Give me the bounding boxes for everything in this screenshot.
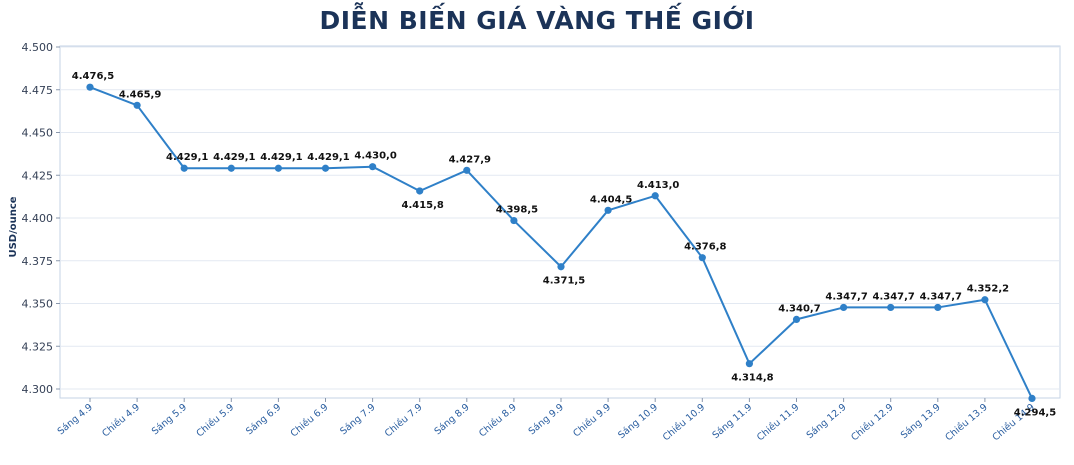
data-label: 4.465,9	[119, 89, 161, 100]
y-tick-label: 4.425	[22, 169, 54, 182]
data-point	[463, 166, 471, 174]
data-label: 4.429,1	[260, 152, 302, 163]
y-tick-label: 4.375	[22, 255, 54, 268]
data-point	[604, 206, 612, 214]
data-point	[86, 83, 94, 91]
x-tick-label: Chiều 6.9	[289, 402, 331, 440]
data-label: 4.347,7	[920, 291, 962, 302]
y-tick-label: 4.475	[22, 84, 54, 97]
data-label: 4.294,5	[1014, 407, 1056, 418]
data-label: 4.314,8	[731, 373, 773, 384]
data-label: 4.429,1	[213, 152, 255, 163]
data-point	[369, 163, 377, 171]
data-label: 4.427,9	[449, 154, 491, 165]
x-tick-label: Chiều 11.9	[755, 402, 801, 443]
x-tick-label: Chiều 10.9	[661, 402, 707, 443]
data-point	[416, 187, 424, 195]
data-point	[981, 296, 989, 304]
data-point	[698, 254, 706, 262]
x-tick-label: Sáng 6.9	[244, 402, 283, 437]
x-tick-label: Chiều 12.9	[849, 402, 895, 443]
data-label: 4.429,1	[307, 152, 349, 163]
series-line	[89, 86, 1033, 399]
y-tick-label: 4.500	[22, 41, 54, 54]
data-label: 4.352,2	[967, 284, 1009, 295]
x-axis-ticks: Sáng 4.9 Chiều 4.9 Sáng 5.9 Chiều 5.9 Sáng 6…	[56, 398, 1037, 443]
x-tick-label: Sáng 4.9	[56, 402, 95, 437]
x-tick-label: Chiều 13.9	[943, 402, 989, 443]
gridlines	[60, 46, 1060, 390]
data-point	[1028, 394, 1036, 403]
plot-area-frame	[59, 45, 1061, 399]
x-tick-label: Sáng 11.9	[710, 402, 754, 441]
x-tick-label: Sáng 8.9	[432, 402, 471, 437]
data-label: 4.413,0	[637, 180, 679, 191]
x-tick-label: Sáng 13.9	[899, 402, 943, 441]
y-tick-label: 4.350	[22, 298, 54, 311]
data-label: 4.429,1	[166, 152, 208, 163]
x-tick-label: Chiều 9.9	[571, 402, 613, 440]
y-axis-title: USD/ounce	[8, 196, 19, 257]
data-label: 4.376,8	[684, 242, 726, 253]
data-point	[887, 303, 895, 312]
data-point	[133, 101, 141, 109]
y-tick-label: 4.450	[22, 127, 54, 140]
data-point	[557, 263, 565, 271]
data-label: 4.347,7	[825, 291, 867, 302]
data-label: 4.415,8	[402, 200, 444, 211]
data-label: 4.340,7	[778, 303, 820, 314]
y-tick-label: 4.300	[22, 383, 54, 396]
y-axis-ticks: 4.300 4.325 4.350 4.375 4.400 4.425 4.450 4.475…	[22, 41, 60, 396]
data-label: 4.347,7	[873, 291, 915, 302]
data-point	[934, 303, 942, 312]
x-tick-label: Sáng 5.9	[150, 402, 189, 437]
data-point	[840, 303, 848, 312]
data-point	[510, 216, 518, 225]
data-point	[274, 164, 282, 172]
data-point	[745, 360, 754, 368]
x-tick-label: Chiều 8.9	[477, 402, 519, 440]
data-point	[180, 164, 188, 172]
x-tick-label: Chiều 7.9	[383, 402, 425, 440]
data-label: 4.430,0	[354, 151, 396, 162]
data-label: 4.476,5	[72, 71, 114, 82]
y-tick-label: 4.325	[22, 340, 54, 353]
data-label: 4.404,5	[590, 194, 632, 205]
data-label: 4.371,5	[543, 276, 585, 287]
data-label: 4.398,5	[496, 205, 538, 216]
chart-title: DIỄN BIẾN GIÁ VÀNG THẾ GIỚI	[319, 6, 755, 35]
data-point	[792, 315, 801, 324]
x-tick-label: Chiều 4.9	[100, 402, 142, 440]
data-point	[651, 192, 659, 200]
y-tick-label: 4.400	[22, 212, 54, 225]
x-tick-label: Sáng 7.9	[338, 402, 377, 437]
x-tick-label: Sáng 12.9	[805, 402, 849, 441]
data-point	[321, 164, 330, 172]
x-tick-label: Sáng 9.9	[527, 402, 566, 437]
data-labels: 4.476,5 4.465,9 4.429,1 4.429,1 4.429,1 4.429…	[72, 71, 1056, 418]
data-point	[227, 164, 235, 172]
x-tick-label: Sáng 10.9	[616, 402, 660, 441]
x-tick-label: Chiều 5.9	[194, 402, 236, 440]
series-layer	[86, 83, 1036, 403]
